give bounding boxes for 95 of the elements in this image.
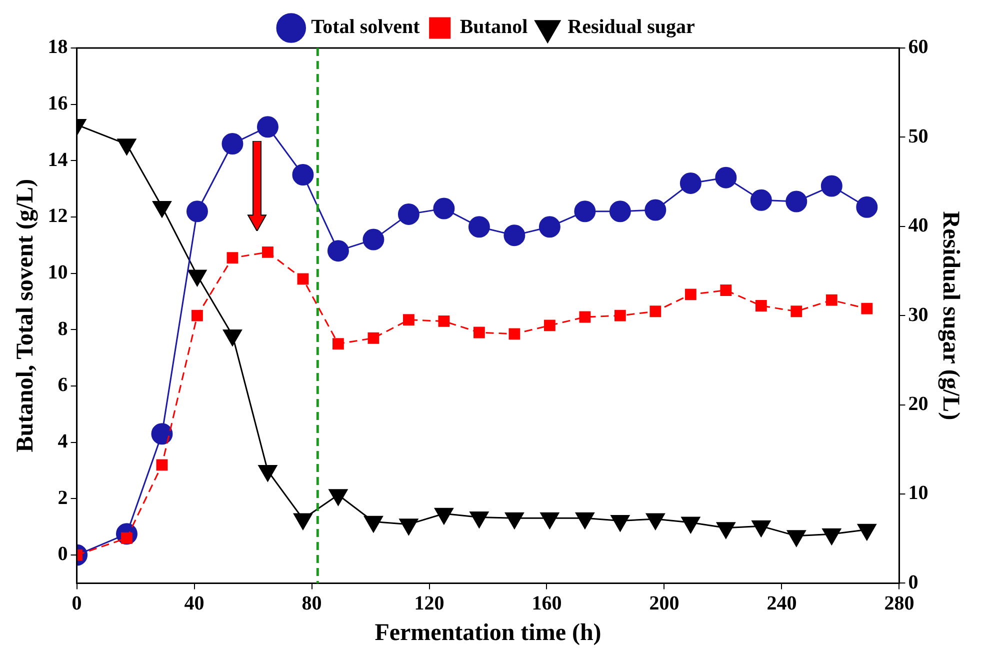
point bbox=[650, 306, 662, 318]
point bbox=[504, 224, 526, 246]
point bbox=[861, 302, 873, 314]
point bbox=[294, 513, 312, 530]
point bbox=[750, 189, 772, 211]
point bbox=[574, 200, 596, 222]
x-tick-label: 280 bbox=[884, 592, 914, 614]
y-tick-label: 14 bbox=[48, 148, 68, 171]
x-tick-label: 200 bbox=[649, 592, 680, 614]
point bbox=[644, 199, 666, 221]
point bbox=[614, 310, 626, 322]
y2-tick-label: 10 bbox=[908, 482, 928, 504]
point bbox=[364, 516, 383, 532]
point bbox=[646, 513, 665, 530]
y2-tick-label: 20 bbox=[908, 392, 928, 415]
point bbox=[438, 316, 450, 327]
point bbox=[720, 284, 732, 296]
point bbox=[151, 423, 173, 445]
point bbox=[681, 516, 700, 534]
x-tick-label: 80 bbox=[302, 592, 322, 614]
point bbox=[473, 326, 485, 338]
y-tick-label: 4 bbox=[58, 430, 68, 453]
y2-axis-title: Residual sugar (g/L) bbox=[937, 211, 964, 420]
y-tick-label: 6 bbox=[58, 374, 68, 396]
point bbox=[192, 310, 203, 322]
y2-tick-label: 40 bbox=[908, 214, 928, 237]
point bbox=[117, 138, 136, 156]
point bbox=[434, 508, 454, 524]
point bbox=[398, 203, 420, 225]
point bbox=[368, 332, 380, 344]
point bbox=[327, 240, 349, 262]
point bbox=[715, 166, 737, 188]
point bbox=[790, 306, 802, 318]
point bbox=[609, 200, 631, 222]
x-axis-title: Fermentation time (h) bbox=[374, 620, 602, 646]
point bbox=[332, 338, 344, 350]
x-tick-label: 40 bbox=[184, 592, 204, 614]
point bbox=[258, 465, 278, 482]
point bbox=[186, 200, 208, 222]
point bbox=[755, 300, 767, 312]
point bbox=[403, 314, 414, 326]
x-tick-label: 240 bbox=[766, 592, 797, 614]
point bbox=[223, 329, 242, 346]
point bbox=[262, 246, 274, 258]
point bbox=[433, 198, 455, 220]
y2-tick-label: 30 bbox=[908, 304, 928, 326]
point bbox=[152, 201, 172, 218]
point bbox=[508, 328, 520, 340]
point bbox=[468, 216, 490, 238]
point bbox=[822, 528, 842, 545]
point bbox=[826, 294, 838, 306]
x-tick-label: 0 bbox=[72, 592, 82, 614]
y2-tick-label: 60 bbox=[908, 36, 928, 58]
point bbox=[684, 288, 696, 300]
point bbox=[292, 164, 314, 186]
point bbox=[538, 216, 560, 238]
point bbox=[752, 520, 771, 537]
point bbox=[505, 512, 524, 529]
point bbox=[576, 512, 594, 529]
point bbox=[156, 459, 168, 471]
point bbox=[297, 273, 309, 285]
point bbox=[680, 172, 702, 194]
x-tick-label: 160 bbox=[532, 592, 562, 614]
point bbox=[256, 116, 278, 138]
legend-label: Residual sugar bbox=[568, 16, 696, 38]
point bbox=[786, 190, 808, 212]
point bbox=[399, 518, 418, 536]
point bbox=[544, 320, 556, 332]
y-tick-label: 16 bbox=[48, 92, 68, 115]
y-tick-label: 12 bbox=[48, 205, 68, 228]
point bbox=[579, 311, 591, 323]
point bbox=[226, 252, 238, 264]
x-tick-label: 120 bbox=[414, 592, 444, 614]
y-tick-label: 18 bbox=[48, 36, 68, 58]
point bbox=[857, 524, 876, 540]
point bbox=[328, 489, 348, 506]
point bbox=[786, 530, 806, 547]
y-tick-label: 0 bbox=[58, 543, 68, 566]
point bbox=[540, 512, 560, 529]
y-axis-title: Butanol, Total sovent (g/L) bbox=[12, 178, 39, 452]
y2-tick-label: 50 bbox=[908, 125, 928, 148]
legend-label: Butanol bbox=[460, 16, 528, 38]
point bbox=[188, 270, 207, 286]
legend-label: Total solvent bbox=[311, 16, 420, 38]
point bbox=[222, 133, 244, 155]
point bbox=[820, 175, 842, 197]
y2-tick-label: 0 bbox=[908, 571, 918, 594]
point bbox=[470, 511, 489, 528]
y-tick-label: 2 bbox=[58, 486, 68, 509]
point bbox=[610, 515, 630, 532]
y-tick-label: 10 bbox=[48, 262, 68, 284]
point bbox=[716, 522, 736, 539]
y-tick-label: 8 bbox=[58, 318, 68, 340]
point bbox=[362, 228, 384, 250]
point bbox=[856, 196, 878, 218]
